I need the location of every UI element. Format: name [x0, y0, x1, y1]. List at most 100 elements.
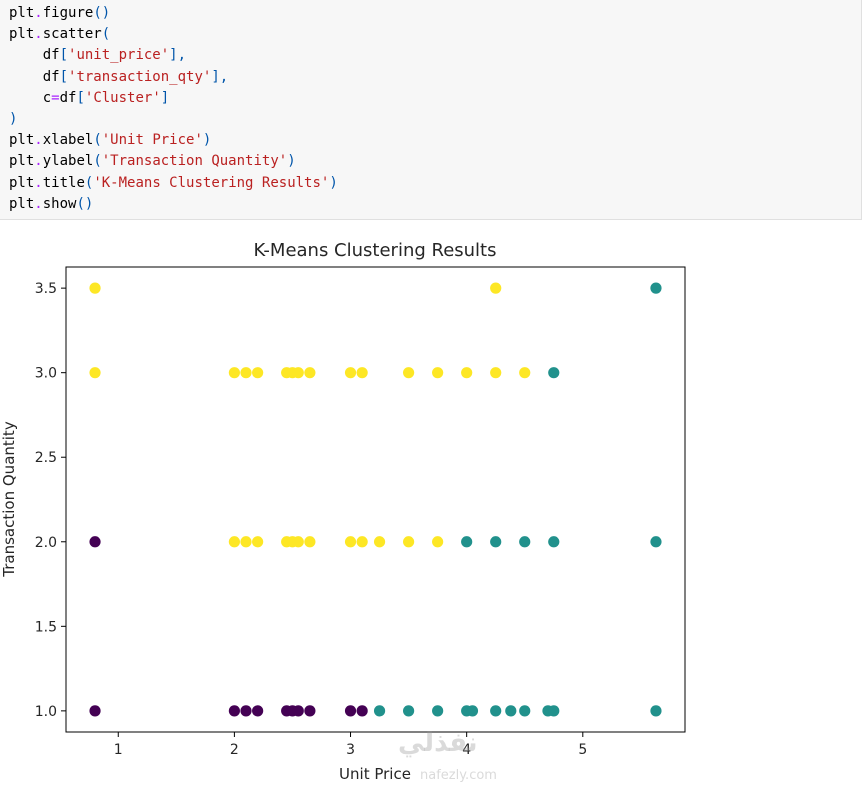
x-tick-label: 4: [462, 742, 471, 758]
code-token: plt: [9, 5, 35, 21]
y-tick-label: 1.5: [35, 619, 57, 635]
scatter-point-cluster-1: [650, 536, 662, 548]
code-token: df: [9, 47, 60, 64]
code-line: plt.title('K-Means Clustering Results'): [9, 173, 861, 194]
scatter-point-cluster-2: [402, 536, 415, 548]
scatter-point-cluster-1: [519, 536, 531, 548]
scatter-point-cluster-0: [344, 705, 357, 717]
scatter-point-cluster-2: [432, 536, 444, 548]
code-token: =: [51, 89, 60, 106]
code-token: (): [76, 195, 94, 212]
code-line: plt.figure(): [9, 3, 861, 24]
code-token: [: [76, 89, 85, 106]
scatter-point-cluster-2: [304, 536, 316, 548]
scatter-point-cluster-0: [228, 705, 240, 717]
scatter-point-cluster-0: [89, 705, 101, 717]
chart-title: K-Means Clustering Results: [254, 240, 497, 261]
code-token: 'Unit Price': [101, 132, 203, 149]
code-token: .: [34, 153, 43, 170]
code-token: ],: [169, 47, 187, 64]
scatter-point-cluster-1: [490, 536, 502, 548]
code-token: plt: [9, 174, 35, 191]
code-token: [: [59, 47, 69, 64]
scatter-point-cluster-1: [548, 536, 560, 548]
code-line: c=df['Cluster']: [9, 88, 861, 109]
scatter-point-cluster-1: [548, 705, 560, 717]
code-token: ylabel: [42, 153, 94, 170]
code-token: df: [9, 68, 60, 85]
scatter-point-cluster-1: [461, 536, 473, 548]
scatter-point-cluster-1: [466, 705, 479, 717]
scatter-point-cluster-0: [304, 705, 316, 717]
code-line: df['unit_price'],: [9, 45, 861, 66]
code-token: [: [59, 68, 69, 85]
x-tick-label: 2: [230, 742, 239, 758]
scatter-point-cluster-2: [356, 367, 368, 379]
axes-frame: [65, 266, 686, 733]
code-token: scatter: [42, 26, 102, 43]
scatter-point-cluster-1: [490, 705, 502, 717]
code-token: (: [101, 26, 111, 43]
code-token: 'transaction_qty': [68, 68, 212, 85]
code-token: ): [202, 132, 212, 149]
code-token: (: [93, 132, 102, 149]
code-token: plt: [9, 26, 35, 43]
code-token: .: [34, 174, 43, 191]
scatter-point-cluster-1: [373, 705, 386, 717]
scatter-point-cluster-2: [304, 367, 316, 379]
scatter-point-cluster-1: [548, 367, 560, 379]
scatter-point-cluster-2: [490, 282, 502, 294]
scatter-point-cluster-2: [252, 367, 264, 379]
scatter-point-cluster-2: [490, 367, 502, 379]
scatter-point-cluster-1: [432, 705, 444, 717]
code-line: plt.show(): [9, 194, 861, 215]
code-token: plt: [9, 195, 35, 212]
code-token: 'Transaction Quantity': [101, 153, 288, 170]
scatter-point-cluster-2: [344, 367, 357, 379]
scatter-point-cluster-1: [402, 705, 415, 717]
code-token: title: [42, 174, 85, 191]
scatter-point-cluster-2: [373, 536, 386, 548]
scatter-point-cluster-2: [292, 536, 304, 548]
y-tick-label: 3.5: [35, 281, 57, 297]
code-token: xlabel: [42, 132, 94, 149]
code-token: plt: [9, 153, 35, 170]
code-token: plt: [9, 132, 35, 149]
code-line: plt.xlabel('Unit Price'): [9, 130, 861, 151]
scatter-point-cluster-2: [240, 536, 252, 548]
x-axis-label: Unit Price: [339, 765, 411, 783]
scatter-point-cluster-0: [252, 705, 264, 717]
code-token: (): [93, 5, 111, 21]
scatter-point-cluster-1: [650, 705, 662, 717]
scatter-point-cluster-2: [432, 367, 444, 379]
scatter-point-cluster-2: [240, 367, 252, 379]
code-line: ): [9, 109, 861, 130]
scatter-point-cluster-2: [344, 536, 357, 548]
code-token: c: [9, 89, 52, 106]
scatter-point-cluster-0: [356, 705, 368, 717]
code-token: figure: [42, 5, 94, 21]
code-token: (: [84, 174, 94, 191]
y-tick-label: 2.0: [35, 535, 57, 551]
code-cell[interactable]: plt.figure() plt.scatter( df['unit_price'…: [0, 0, 862, 220]
scatter-point-cluster-2: [228, 536, 240, 548]
code-token: df: [59, 89, 77, 106]
plot-area: [89, 282, 662, 717]
scatter-point-cluster-1: [505, 705, 517, 717]
code-token: 'Cluster': [84, 89, 161, 106]
scatter-point-cluster-2: [402, 367, 415, 379]
scatter-point-cluster-2: [89, 282, 101, 294]
scatter-point-cluster-1: [519, 705, 531, 717]
code-token: show: [42, 195, 77, 212]
code-token: .: [34, 132, 43, 149]
y-axis-label: Transaction Quantity: [0, 421, 18, 578]
chart-svg: K-Means Clustering Results 1 2 3 4 5 1.0 1.5 2…: [0, 240, 686, 783]
scatter-point-cluster-2: [356, 536, 368, 548]
code-token: .: [34, 26, 43, 43]
scatter-chart: K-Means Clustering Results 1 2 3 4 5 1.0 1.5 2…: [0, 225, 865, 785]
scatter-point-cluster-2: [228, 367, 240, 379]
code-token: 'K-Means Clustering Results': [93, 174, 330, 191]
code-token: ],: [211, 68, 229, 85]
code-token: ]: [160, 89, 170, 106]
scatter-point-cluster-2: [89, 367, 101, 379]
